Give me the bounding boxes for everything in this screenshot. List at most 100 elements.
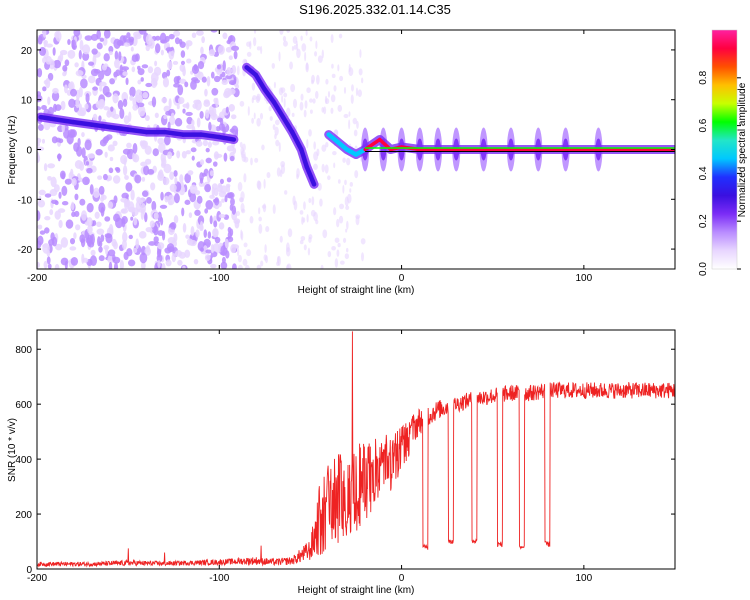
noise-blob: [345, 228, 348, 233]
noise-blob: [333, 207, 337, 216]
noise-blob: [226, 67, 232, 77]
noise-blob: [120, 154, 128, 165]
noise-blob: [249, 216, 254, 224]
colorbar-tick-label: 0.0: [698, 262, 709, 276]
noise-blob: [246, 41, 251, 47]
noise-blob: [107, 144, 115, 152]
noise-blob: [46, 256, 51, 265]
noise-blob: [339, 203, 345, 210]
noise-blob: [37, 152, 40, 163]
noise-blob: [311, 196, 315, 206]
noise-blob: [37, 137, 42, 144]
noise-blob: [205, 249, 212, 254]
noise-blob: [331, 73, 336, 79]
noise-blob: [208, 121, 212, 131]
noise-blob: [108, 167, 114, 174]
noise-blob: [207, 141, 212, 148]
noise-blob: [212, 140, 220, 146]
noise-blob: [300, 35, 303, 41]
noise-blob: [279, 30, 284, 35]
noise-blob: [99, 240, 103, 247]
noise-blob: [103, 53, 110, 62]
noise-blob: [112, 256, 121, 264]
noise-blob: [133, 31, 141, 38]
noise-blob: [263, 178, 266, 189]
noise-blob: [182, 103, 190, 108]
snr-xtick-label: -200: [27, 573, 47, 584]
noise-blob: [147, 66, 154, 74]
noise-blob: [103, 245, 110, 250]
noise-blob: [319, 198, 323, 207]
noise-blob: [69, 237, 76, 245]
noise-blob: [109, 78, 116, 85]
noise-blob: [74, 62, 79, 68]
noise-blob: [161, 263, 166, 269]
spectrogram-x-label: Height of straight line (km): [298, 285, 415, 296]
noise-blob: [166, 243, 175, 252]
noise-blob: [108, 261, 113, 269]
noise-blob: [303, 244, 307, 251]
noise-blob: [338, 215, 344, 224]
noise-blob: [37, 210, 41, 222]
noise-blob: [230, 244, 237, 254]
noise-blob: [167, 151, 173, 160]
noise-blob: [283, 97, 286, 108]
ridge-segment: [217, 134, 237, 142]
noise-blob: [51, 199, 58, 204]
noise-blob: [84, 103, 89, 110]
noise-blob: [67, 39, 71, 46]
noise-blob: [98, 246, 103, 253]
noise-blob: [355, 214, 361, 220]
ridge-segment: [280, 114, 295, 135]
noise-blob: [172, 60, 179, 65]
spectrogram-xtick-label: -200: [27, 273, 47, 284]
noise-blob: [220, 261, 228, 269]
noise-blob: [360, 238, 366, 245]
noise-blob: [253, 30, 257, 34]
ridge-segment: [262, 87, 277, 105]
noise-blob: [86, 217, 93, 227]
noise-blob: [236, 65, 240, 76]
noise-blob: [168, 116, 176, 126]
noise-blob: [217, 45, 225, 55]
noise-blob: [110, 106, 114, 112]
noise-blob: [44, 193, 52, 198]
noise-blob: [208, 49, 216, 57]
noise-blob: [141, 176, 146, 182]
noise-blob: [160, 216, 164, 226]
noise-blob: [221, 256, 226, 264]
noise-blob: [165, 259, 172, 267]
noise-blob: [342, 237, 347, 243]
noise-blob: [122, 165, 128, 176]
noise-blob: [144, 247, 151, 256]
noise-blob: [216, 64, 222, 70]
noise-blob: [145, 226, 153, 233]
noise-blob: [316, 74, 320, 85]
noise-blob: [289, 61, 293, 70]
noise-blob: [198, 181, 205, 187]
noise-blob: [354, 170, 359, 179]
noise-blob: [176, 104, 180, 110]
noise-blob: [47, 263, 52, 269]
noise-blob: [174, 37, 180, 45]
noise-blob: [194, 209, 201, 216]
noise-blob: [211, 186, 215, 197]
noise-blob: [251, 117, 255, 124]
noise-blob: [96, 30, 101, 40]
ridge-segment: [125, 127, 149, 135]
noise-blob: [123, 115, 130, 124]
noise-blob: [196, 117, 201, 128]
noise-blob: [160, 191, 164, 201]
noise-blob: [184, 81, 189, 88]
noise-blob: [300, 93, 304, 101]
noise-blob: [279, 235, 283, 243]
noise-blob: [201, 36, 205, 44]
noise-blob: [122, 98, 128, 107]
noise-blob: [348, 119, 351, 130]
noise-blob: [309, 36, 313, 42]
snr-x-label: Height of straight line (km): [298, 585, 415, 596]
noise-blob: [281, 95, 284, 103]
noise-blob: [217, 184, 223, 193]
noise-blob: [188, 212, 193, 218]
